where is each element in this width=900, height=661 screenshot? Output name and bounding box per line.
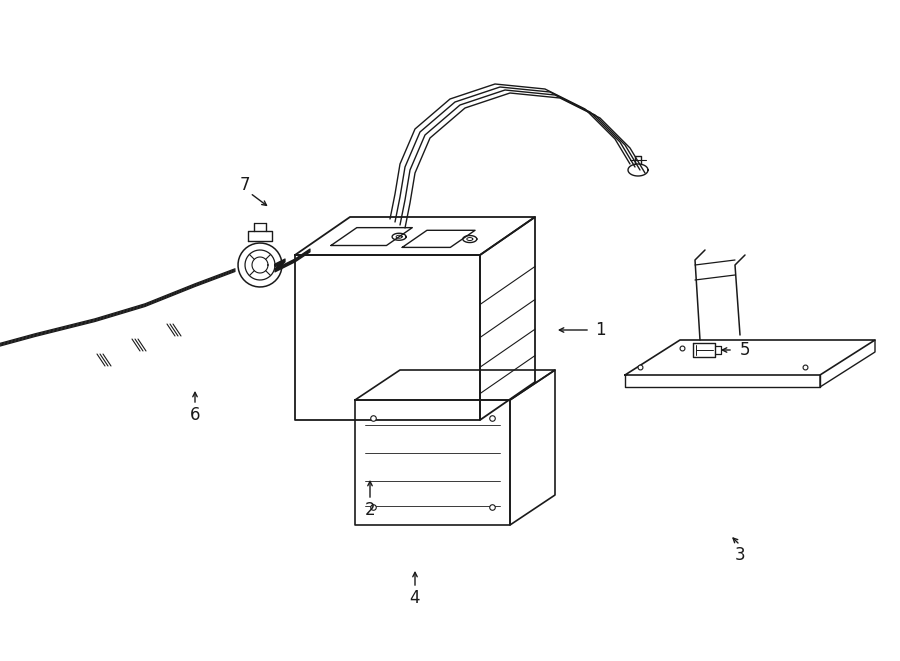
Text: 3: 3 xyxy=(734,546,745,564)
Text: 2: 2 xyxy=(364,501,375,519)
Text: 6: 6 xyxy=(190,406,200,424)
Text: 5: 5 xyxy=(740,341,751,359)
Text: 1: 1 xyxy=(595,321,606,339)
Text: 4: 4 xyxy=(410,589,420,607)
Text: 7: 7 xyxy=(239,176,250,194)
